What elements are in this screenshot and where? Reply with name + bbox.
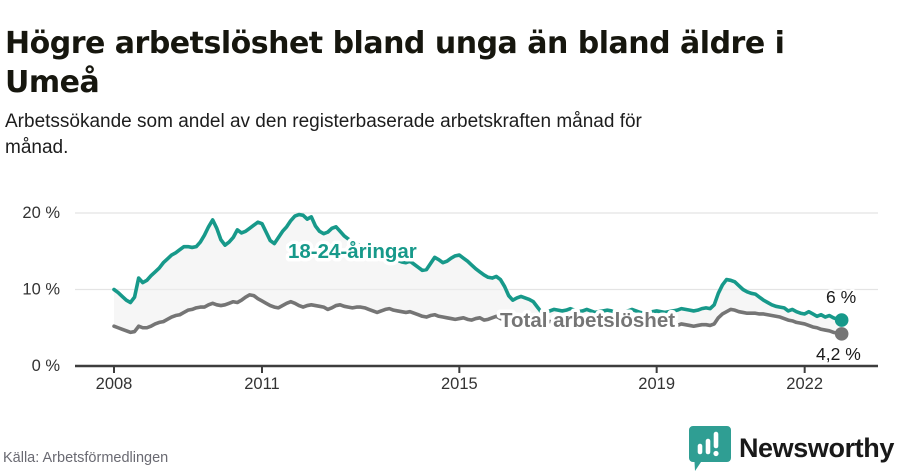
x-axis-labels: 2008 2011 2015 2019 2022 xyxy=(96,375,823,393)
brand-wordmark: Newsworthy xyxy=(738,432,894,463)
logo-bar-chart xyxy=(697,431,719,455)
y-axis-labels: 0 % 10 % 20 % xyxy=(22,204,60,375)
y-label-10: 10 % xyxy=(22,281,60,299)
x-axis-ticks xyxy=(113,366,806,373)
chart-subtitle: Arbetssökande som andel av den registerb… xyxy=(5,109,865,161)
line-chart: 0 % 10 % 20 % 2008 2011 2015 2019 2022 18-24-å… xyxy=(22,204,878,393)
title-line-1: Högre arbetslöshet bland unga än bland ä… xyxy=(5,26,785,62)
youth-end-value-label: 6 % xyxy=(826,287,856,307)
x-label-2008: 2008 xyxy=(96,375,133,393)
subtitle-line-1: Arbetssökande som andel av den registerb… xyxy=(5,111,642,132)
total-end-dot xyxy=(834,327,849,341)
x-label-2011: 2011 xyxy=(244,375,279,393)
youth-series-label: 18-24-åringar xyxy=(288,240,417,263)
total-unemployment-line xyxy=(112,293,844,336)
total-end-value-label: 4,2 % xyxy=(816,344,861,364)
page-title: Högre arbetslöshet bland unga än bland ä… xyxy=(5,24,895,102)
x-label-2022: 2022 xyxy=(786,375,823,393)
logo-exclamation-dot xyxy=(713,450,719,457)
y-label-0: 0 % xyxy=(32,357,61,375)
between-series-area xyxy=(114,214,842,334)
y-label-20: 20 % xyxy=(22,204,60,222)
subtitle-line-2: månad. xyxy=(5,137,69,158)
newsworthy-brand: Newsworthy xyxy=(688,424,894,472)
title-line-2: Umeå xyxy=(5,65,100,101)
source-attribution: Källa: Arbetsförmedlingen xyxy=(3,450,169,466)
x-label-2015: 2015 xyxy=(441,375,478,393)
youth-end-dot xyxy=(834,313,849,327)
newsworthy-logo-icon xyxy=(688,426,731,471)
youth-unemployment-line xyxy=(112,212,844,322)
x-label-2019: 2019 xyxy=(638,375,675,393)
total-series-label: Total arbetslöshet xyxy=(500,309,675,332)
